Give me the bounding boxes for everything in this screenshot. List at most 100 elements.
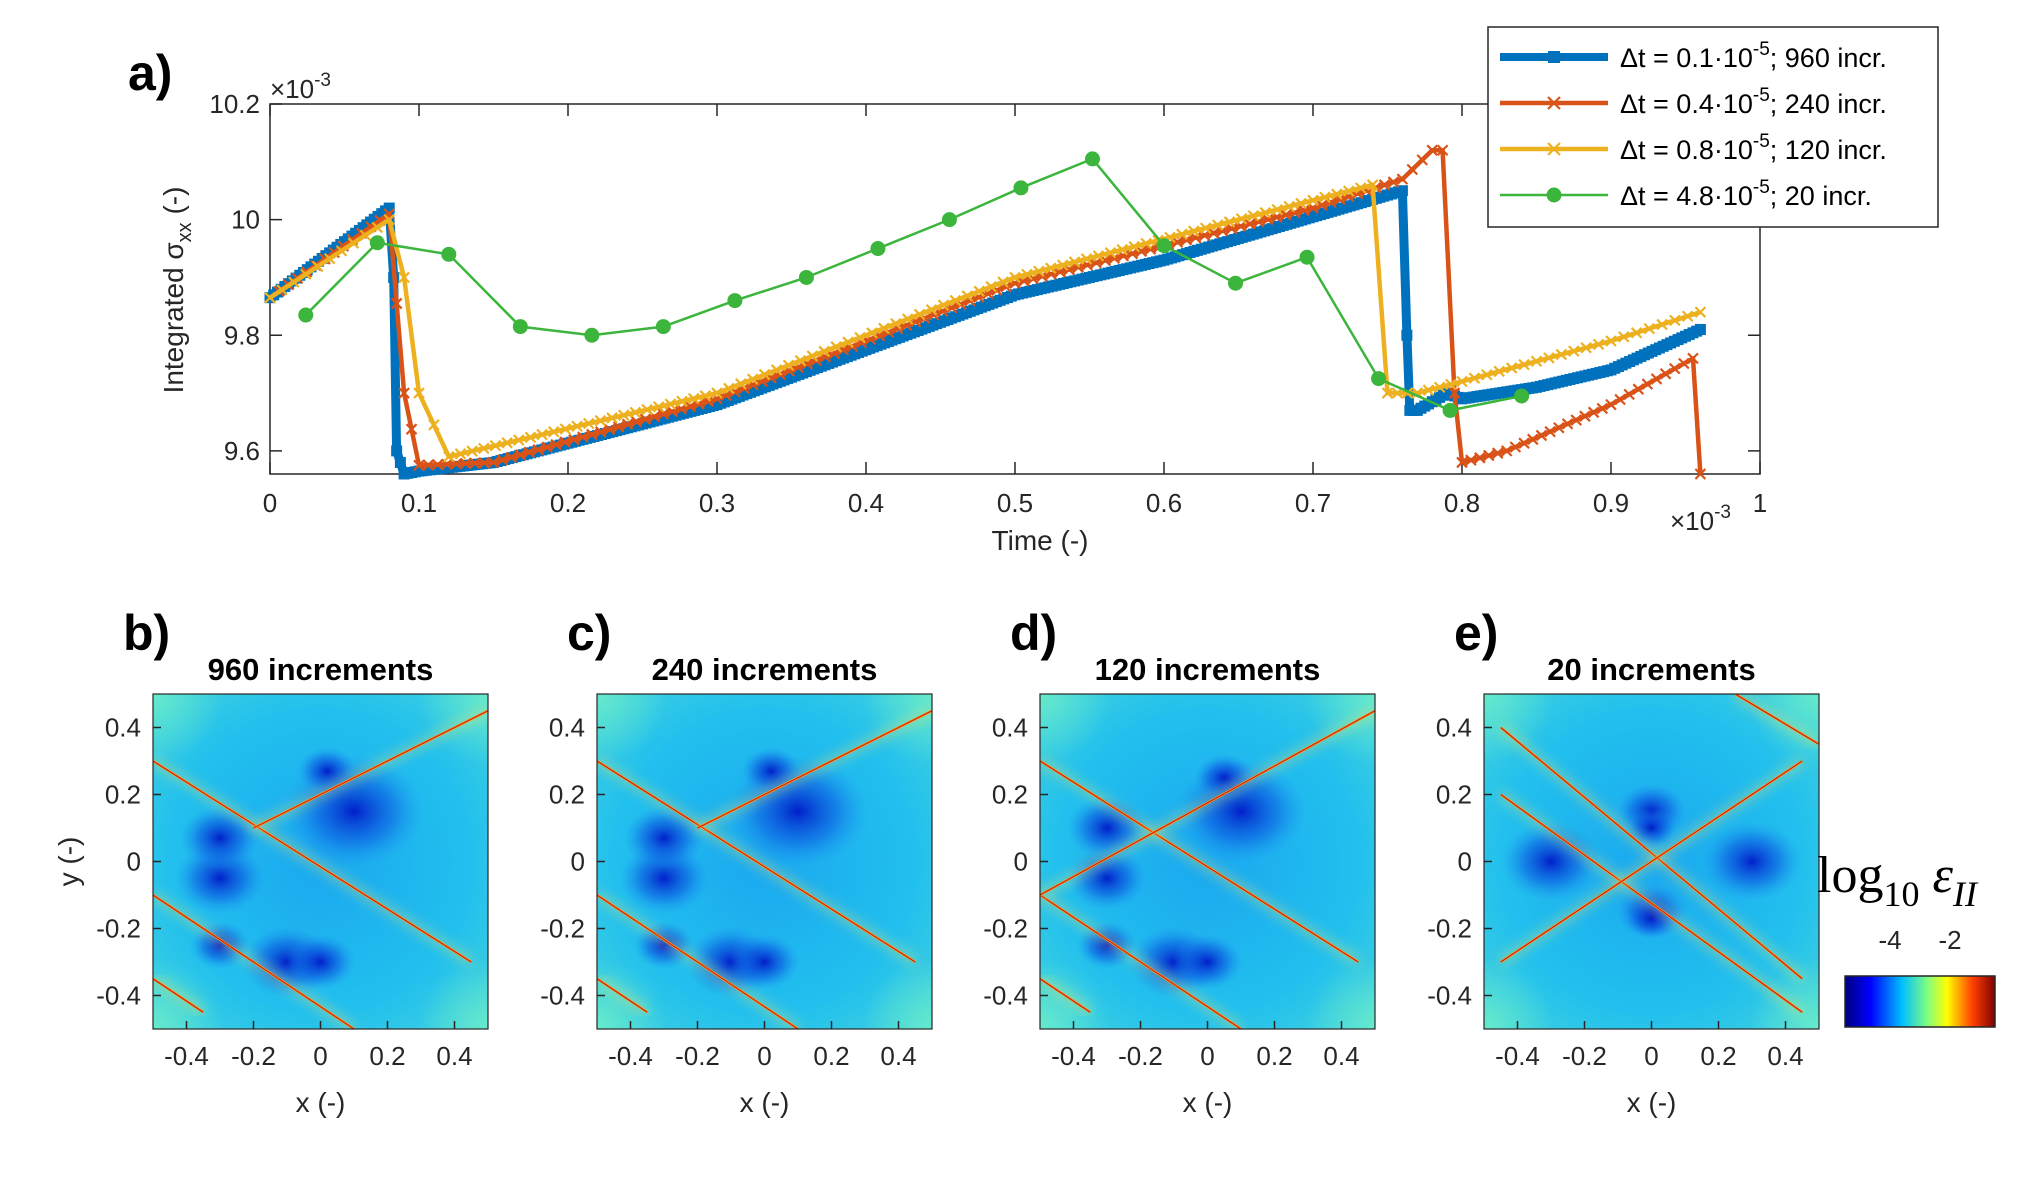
x-tick-label: 0.2 bbox=[369, 1041, 405, 1071]
map-panel-4: -0.4 -0.2 0 0.2 0.4 0.4 0.2 0 -0.2 -0.4 e) 20 incre… bbox=[1427, 605, 1820, 1118]
data-point bbox=[582, 417, 595, 430]
shear-band-core bbox=[1040, 710, 1375, 896]
x-tick-label: -0.4 bbox=[608, 1041, 653, 1071]
y-tick-label: 0 bbox=[1014, 847, 1028, 877]
low-strain-region bbox=[1501, 821, 1601, 902]
strain-field-image bbox=[597, 694, 932, 1029]
x-tick-label: 0 bbox=[1200, 1041, 1214, 1071]
data-point bbox=[617, 409, 630, 421]
data-point bbox=[735, 378, 747, 390]
data-point bbox=[1630, 326, 1643, 339]
data-point bbox=[973, 285, 986, 298]
data-point bbox=[390, 297, 403, 310]
data-point bbox=[652, 401, 665, 413]
shear-band-core bbox=[253, 710, 488, 829]
data-point bbox=[547, 425, 560, 438]
data-point bbox=[1225, 222, 1238, 235]
data-point bbox=[1544, 425, 1556, 438]
data-point bbox=[487, 456, 500, 469]
data-point bbox=[1527, 433, 1539, 446]
y-tick-label: -0.4 bbox=[983, 981, 1028, 1011]
panel-a-letter: a) bbox=[128, 45, 172, 101]
data-point bbox=[684, 400, 696, 413]
shear-band-core bbox=[1734, 694, 1819, 745]
series-3 bbox=[264, 179, 1707, 463]
series-line bbox=[304, 157, 1522, 412]
y-axis-title: y (-) bbox=[53, 837, 84, 887]
map-panel-2: -0.4 -0.2 0 0.2 0.4 0.4 0.2 0 -0.2 -0.4 c) 240 incr… bbox=[540, 605, 933, 1118]
low-strain-region bbox=[1194, 753, 1255, 802]
strain-field-image bbox=[1484, 694, 1819, 1029]
data-point bbox=[1580, 341, 1592, 354]
data-point bbox=[536, 428, 548, 441]
light-region bbox=[597, 694, 667, 764]
y-axis: 9.6 9.8 10 10.2 bbox=[209, 89, 1760, 466]
y-tick-label: 0.2 bbox=[549, 780, 585, 810]
light-region bbox=[862, 959, 932, 1029]
legend-swatch-marker bbox=[1548, 51, 1560, 63]
y-tick-label: -0.4 bbox=[96, 981, 141, 1011]
x-tick-label: 0.7 bbox=[1295, 488, 1331, 518]
data-point bbox=[1416, 154, 1429, 166]
y-axis-title: Integrated σxx (-) bbox=[158, 187, 196, 394]
data-point bbox=[1396, 185, 1408, 197]
data-point bbox=[676, 395, 688, 408]
x-exponent-label: ×10-3 bbox=[1670, 502, 1731, 536]
data-point bbox=[1262, 213, 1274, 226]
data-point bbox=[1617, 331, 1630, 343]
data-point bbox=[1396, 173, 1409, 185]
y-tick-label: -0.2 bbox=[983, 914, 1028, 944]
data-point bbox=[514, 449, 527, 461]
x-tick-label: 0.2 bbox=[550, 488, 586, 518]
data-point bbox=[655, 319, 671, 335]
data-point bbox=[1387, 176, 1400, 188]
x-tick-label: -0.2 bbox=[231, 1041, 276, 1071]
low-strain-region bbox=[1702, 821, 1802, 902]
light-region bbox=[153, 959, 223, 1029]
data-point bbox=[1378, 179, 1391, 191]
y-tick-label: 9.8 bbox=[224, 320, 260, 350]
data-point bbox=[1140, 237, 1152, 250]
data-point bbox=[1295, 197, 1307, 210]
shear-band-core bbox=[697, 710, 932, 829]
data-point bbox=[830, 341, 842, 353]
y-tick-label: -0.4 bbox=[1427, 981, 1472, 1011]
data-point bbox=[1271, 203, 1284, 216]
data-point bbox=[878, 322, 890, 335]
data-point bbox=[1426, 144, 1438, 157]
data-point bbox=[1632, 383, 1645, 395]
data-point bbox=[746, 373, 759, 385]
data-point bbox=[1299, 249, 1315, 265]
data-point bbox=[1605, 335, 1617, 347]
y-tick-label: -0.2 bbox=[96, 914, 141, 944]
data-point bbox=[1650, 373, 1663, 385]
data-point bbox=[866, 327, 878, 339]
legend-swatch-marker bbox=[1547, 96, 1561, 110]
data-point bbox=[1483, 449, 1495, 462]
data-point bbox=[298, 307, 314, 323]
data-point bbox=[454, 448, 467, 460]
data-point bbox=[335, 245, 348, 257]
data-point bbox=[559, 436, 571, 448]
data-point bbox=[758, 368, 771, 381]
data-point bbox=[1456, 456, 1468, 469]
data-point bbox=[1084, 151, 1100, 167]
data-point bbox=[1555, 348, 1568, 361]
colorbar-gradient bbox=[1844, 975, 1996, 1028]
data-point bbox=[431, 458, 444, 471]
data-point bbox=[1021, 268, 1033, 281]
data-point bbox=[288, 276, 300, 288]
data-point bbox=[1422, 384, 1435, 396]
data-point bbox=[359, 229, 372, 242]
data-point bbox=[606, 412, 618, 424]
data-point bbox=[371, 221, 384, 234]
data-point bbox=[711, 387, 723, 399]
y-tick-label: 0.2 bbox=[105, 780, 141, 810]
legend-entry: Δt = 0.4·10-5; 240 incr. bbox=[1500, 85, 1887, 119]
y-tick-label: 0.4 bbox=[105, 713, 141, 743]
data-point bbox=[459, 457, 472, 470]
legend: Δt = 0.1·10-5; 960 incr. Δt = 0.4·10-5; 2… bbox=[1487, 26, 1939, 228]
y-tick-label: 0 bbox=[1458, 847, 1472, 877]
data-point bbox=[505, 451, 518, 464]
x-tick-label: 0.6 bbox=[1146, 488, 1182, 518]
